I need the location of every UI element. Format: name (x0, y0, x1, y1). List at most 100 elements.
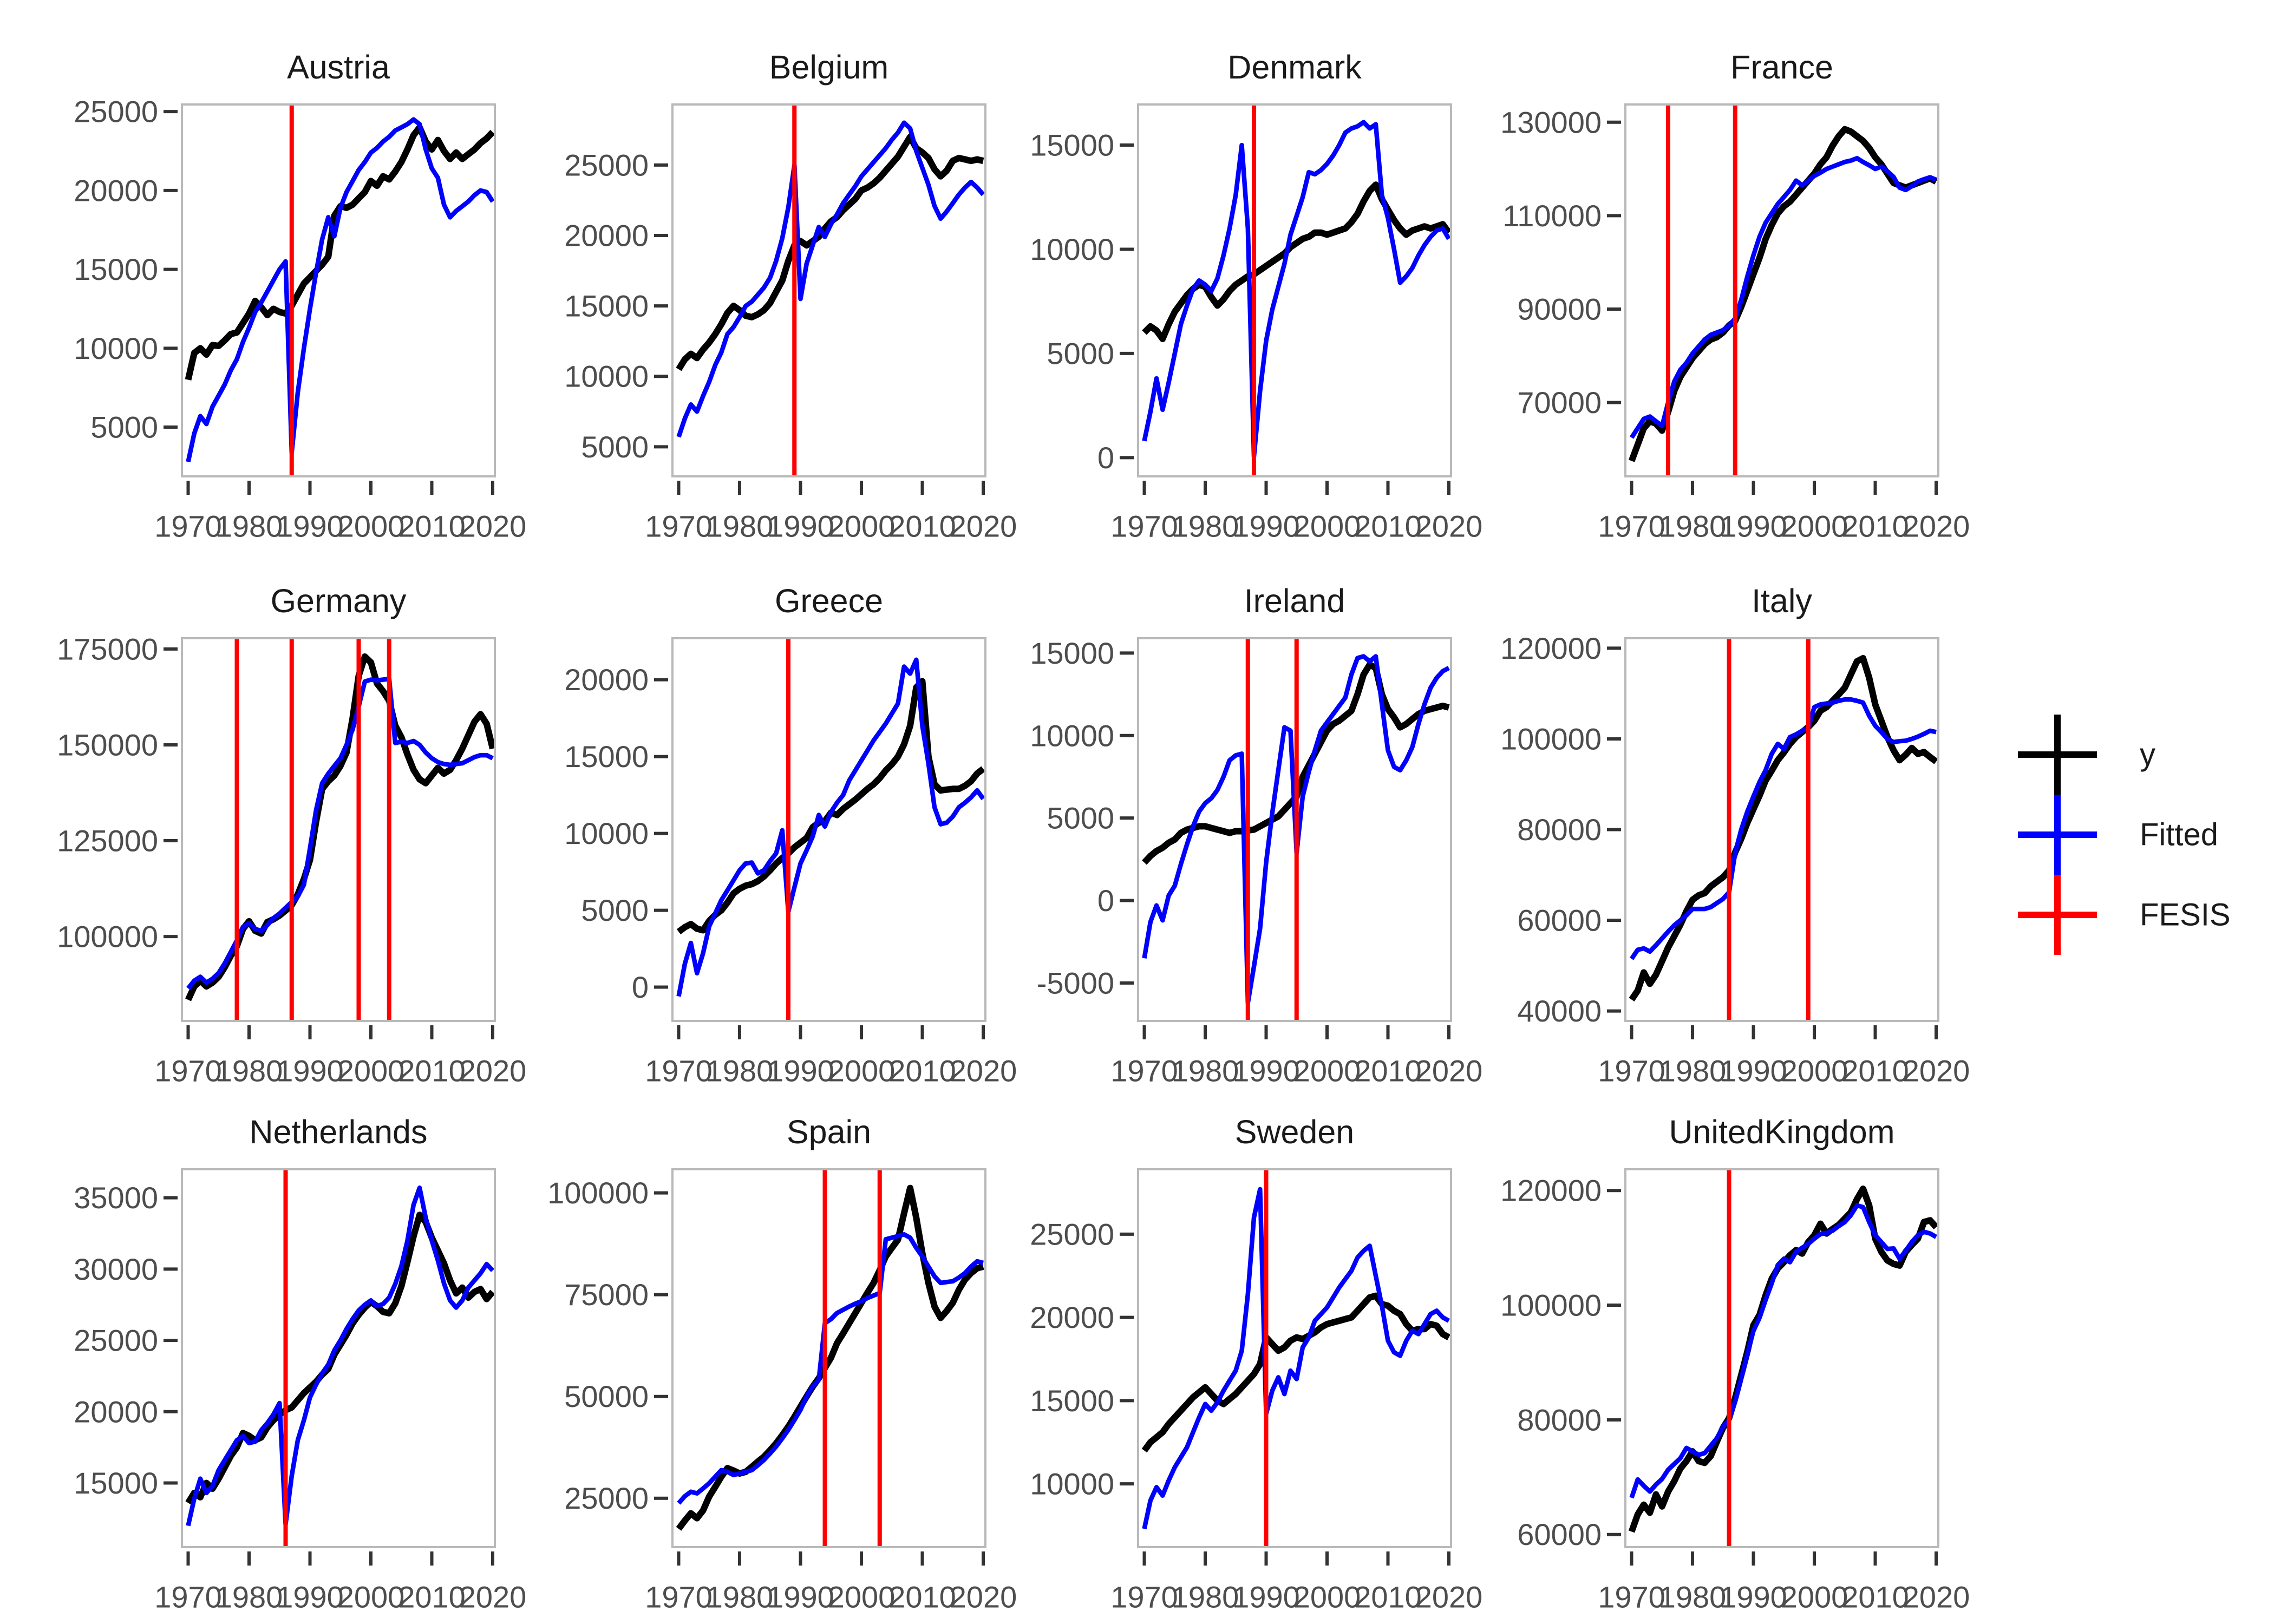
y-tick-label: 175000 (57, 632, 158, 666)
x-tick-label: 2020 (1415, 509, 1483, 543)
x-tick-label: 1970 (154, 1580, 222, 1614)
y-tick-label: 25000 (74, 95, 158, 129)
x-tick-label: 2000 (1293, 1054, 1361, 1088)
y-tick-label: 30000 (74, 1252, 158, 1286)
y-tick-label: 100000 (1500, 1288, 1602, 1322)
y-tick-label: 100000 (57, 920, 158, 954)
panel-border (181, 103, 496, 477)
panel-background (1138, 104, 1451, 476)
y-tick-label: 25000 (74, 1324, 158, 1358)
x-tick-label: 2010 (888, 1580, 956, 1614)
x-tick-label: 1970 (154, 509, 222, 543)
x-tick-label: 1990 (1720, 1054, 1787, 1088)
x-tick-label: 2010 (1841, 509, 1909, 543)
y-tick-label: 75000 (564, 1278, 649, 1312)
legend-label: FESIS (2140, 898, 2231, 933)
x-tick-label: 1980 (706, 509, 774, 543)
x-tick-label: 2000 (337, 1054, 405, 1088)
panel-border (1137, 637, 1452, 1022)
y-tick-label: 15000 (564, 289, 649, 323)
panel-title: UnitedKingdom (1669, 1114, 1894, 1150)
x-tick-label: 2010 (1354, 1054, 1422, 1088)
x-tick-label: 1990 (276, 509, 344, 543)
x-tick-label: 2020 (950, 1054, 1017, 1088)
y-tick-label: 15000 (74, 1466, 158, 1500)
panel-border (671, 637, 986, 1022)
panel-title: France (1730, 49, 1833, 86)
y-tick-label: 10000 (1030, 1467, 1114, 1501)
panel-unitedkingdom: UnitedKingdom600008000010000012000019701… (1500, 1114, 1970, 1614)
x-tick-label: 2010 (1354, 509, 1422, 543)
fitted-series-line (1629, 1203, 1938, 1499)
y-tick-label: 50000 (564, 1379, 649, 1413)
x-tick-label: 1970 (645, 509, 713, 543)
panel-title: Italy (1752, 582, 1812, 619)
y-tick-label: 25000 (1030, 1217, 1114, 1251)
panel-title: Greece (775, 582, 883, 619)
panel-border (1137, 103, 1452, 477)
legend-item-y: y (2018, 715, 2155, 795)
y-tick-label: 15000 (1030, 128, 1114, 162)
x-tick-label: 1980 (1172, 1054, 1239, 1088)
y-tick-label: 5000 (1047, 801, 1114, 835)
x-tick-label: 2000 (1781, 509, 1848, 543)
y-tick-label: 100000 (1500, 722, 1602, 756)
y-axis: 60000 80000 100000 120000 (1500, 1174, 1621, 1551)
y-tick-label: 60000 (1517, 903, 1602, 938)
y-tick-label: 5000 (1047, 336, 1114, 370)
panel-background (1625, 104, 1938, 476)
panel-denmark: Denmark050001000015000197019801990200020… (1030, 49, 1482, 543)
y-tick-label: 70000 (1517, 385, 1602, 420)
y-tick-label: 20000 (74, 1394, 158, 1429)
y-tick-label: 80000 (1517, 1403, 1602, 1437)
x-tick-label: 2000 (828, 509, 896, 543)
x-tick-label: 1980 (1172, 509, 1239, 543)
y-tick-label: 20000 (1030, 1300, 1114, 1334)
x-tick-label: 1990 (1232, 1054, 1300, 1088)
panel-title: Denmark (1227, 49, 1362, 86)
y-tick-label: 40000 (1517, 994, 1602, 1028)
y-tick-label: 0 (1097, 441, 1114, 475)
x-tick-label: 2020 (1903, 509, 1970, 543)
y-tick-label: 25000 (564, 148, 649, 182)
x-tick-label: 1970 (1598, 1054, 1665, 1088)
legend-item-fitted: Fitted (2018, 795, 2218, 875)
x-tick-label: 1990 (1232, 509, 1300, 543)
panel-france: France 70000 90000 110000 130000 197019801990… (1500, 49, 1970, 543)
panel-title: Austria (287, 49, 390, 86)
x-tick-label: 2020 (1903, 1580, 1970, 1614)
x-tick-label: 2000 (1781, 1054, 1848, 1088)
panel-background (1625, 638, 1938, 1021)
x-tick-label: 1970 (645, 1054, 713, 1088)
panel-ireland: Ireland-50000500010000150001970198019902… (1030, 582, 1482, 1088)
x-tick-label: 2020 (1415, 1054, 1483, 1088)
x-tick-label: 2020 (459, 1580, 527, 1614)
fitted-series-line (1629, 697, 1937, 960)
y-tick-label: 20000 (74, 173, 158, 207)
x-tick-label: 1970 (1110, 1580, 1178, 1614)
x-tick-label: 1990 (767, 1580, 834, 1614)
fitted-series-line (1142, 1187, 1450, 1530)
x-tick-label: 2010 (1354, 1580, 1422, 1614)
x-tick-label: 2020 (1903, 1054, 1970, 1088)
x-tick-label: 1980 (215, 1580, 283, 1614)
y-tick-label: 90000 (1517, 292, 1602, 326)
y-tick-label: 10000 (1030, 718, 1114, 752)
x-tick-label: 1980 (706, 1054, 774, 1088)
y-tick-label: 130000 (1500, 105, 1602, 139)
y-tick-label: 150000 (57, 728, 158, 762)
legend: y Fitted FESIS (2018, 715, 2231, 955)
x-tick-label: 1980 (706, 1580, 774, 1614)
panel-background (672, 104, 985, 476)
y-tick-label: 35000 (74, 1181, 158, 1215)
x-tick-label: 1990 (276, 1580, 344, 1614)
y-series-line (1141, 1292, 1450, 1453)
y-tick-label: 15000 (1030, 1384, 1114, 1418)
x-tick-label: 2020 (950, 509, 1017, 543)
panel-title: Spain (787, 1114, 871, 1150)
